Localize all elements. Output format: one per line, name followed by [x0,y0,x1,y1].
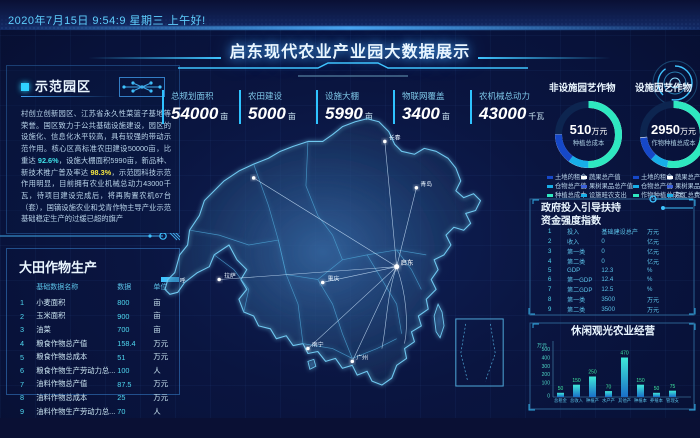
svg-text:0: 0 [547,394,550,400]
svg-text:500: 500 [542,347,551,353]
svg-text:水产产: 水产产 [602,397,615,404]
svg-text:总收入: 总收入 [570,397,584,404]
svg-text:470: 470 [620,351,629,357]
svg-text:70: 70 [606,384,612,390]
svg-text:广州: 广州 [356,353,368,361]
svg-text:150: 150 [636,378,645,384]
svg-text:200: 200 [542,372,551,378]
svg-text:50: 50 [558,386,564,392]
svg-text:重庆: 重庆 [328,275,340,283]
svg-text:启东: 启东 [401,258,414,267]
svg-text:长春: 长春 [389,133,401,141]
svg-text:150: 150 [572,378,581,384]
svg-text:其他产: 其他产 [618,397,631,404]
svg-text:青岛: 青岛 [420,180,432,188]
svg-text:种植产: 种植产 [586,397,599,404]
svg-text:拉萨: 拉萨 [224,272,236,280]
svg-text:100: 100 [542,381,551,387]
svg-text:300: 300 [542,364,551,370]
svg-text:管理支: 管理支 [666,397,680,404]
svg-text:250: 250 [588,370,597,376]
svg-text:呼: 呼 [180,277,186,284]
svg-text:总租金: 总租金 [554,397,568,404]
svg-text:400: 400 [542,355,551,361]
svg-text:南宁: 南宁 [312,341,324,349]
svg-text:养殖本: 养殖本 [650,397,664,404]
svg-text:50: 50 [654,386,660,392]
svg-text:75: 75 [670,384,676,390]
svg-text:种植本: 种植本 [634,397,648,404]
